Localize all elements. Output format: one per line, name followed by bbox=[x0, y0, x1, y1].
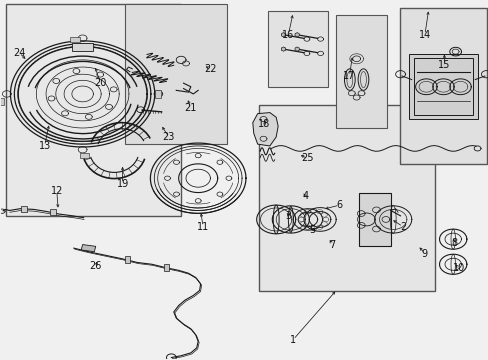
Text: 6: 6 bbox=[336, 200, 342, 210]
Text: 1: 1 bbox=[289, 334, 296, 345]
Text: 7: 7 bbox=[328, 239, 335, 249]
Text: 12: 12 bbox=[50, 186, 63, 196]
Bar bbox=[124, 256, 130, 263]
Text: 16: 16 bbox=[282, 30, 294, 40]
Bar bbox=[70, 37, 80, 42]
Bar bbox=[155, 90, 161, 98]
Text: 22: 22 bbox=[203, 64, 216, 74]
Bar bbox=[267, 12, 328, 87]
Polygon shape bbox=[252, 113, 278, 146]
Polygon shape bbox=[294, 47, 299, 51]
Bar bbox=[80, 153, 89, 158]
Text: 5: 5 bbox=[309, 225, 315, 235]
Polygon shape bbox=[294, 33, 299, 37]
Bar bbox=[21, 206, 27, 212]
Bar bbox=[163, 264, 169, 271]
Text: 15: 15 bbox=[437, 60, 449, 70]
Text: 26: 26 bbox=[89, 261, 102, 271]
Text: 19: 19 bbox=[116, 179, 128, 189]
Bar bbox=[0, 98, 4, 105]
Text: 10: 10 bbox=[452, 263, 464, 273]
Text: 14: 14 bbox=[418, 30, 430, 40]
Text: 3: 3 bbox=[285, 211, 291, 221]
Bar bbox=[72, 43, 93, 51]
Bar bbox=[358, 193, 390, 246]
Text: 8: 8 bbox=[450, 238, 456, 248]
Ellipse shape bbox=[357, 69, 368, 90]
Text: 23: 23 bbox=[163, 132, 175, 142]
Bar bbox=[5, 4, 181, 216]
Polygon shape bbox=[281, 47, 285, 51]
Text: 24: 24 bbox=[13, 48, 25, 58]
Polygon shape bbox=[281, 33, 285, 37]
Text: 9: 9 bbox=[421, 248, 427, 258]
Bar bbox=[408, 54, 477, 119]
Text: 4: 4 bbox=[302, 191, 308, 201]
Bar bbox=[413, 58, 472, 116]
Text: 11: 11 bbox=[197, 222, 209, 231]
Polygon shape bbox=[81, 244, 96, 252]
Bar bbox=[50, 210, 56, 215]
Bar bbox=[335, 15, 386, 128]
Text: 20: 20 bbox=[94, 78, 106, 88]
Bar bbox=[125, 4, 227, 144]
Text: 21: 21 bbox=[184, 103, 197, 113]
Text: 13: 13 bbox=[39, 141, 51, 151]
Text: 25: 25 bbox=[301, 153, 313, 163]
Bar bbox=[259, 105, 434, 291]
Ellipse shape bbox=[344, 69, 354, 90]
Text: 2: 2 bbox=[399, 222, 405, 231]
Text: 17: 17 bbox=[343, 71, 355, 81]
Text: 18: 18 bbox=[257, 120, 269, 129]
Bar bbox=[399, 8, 487, 164]
